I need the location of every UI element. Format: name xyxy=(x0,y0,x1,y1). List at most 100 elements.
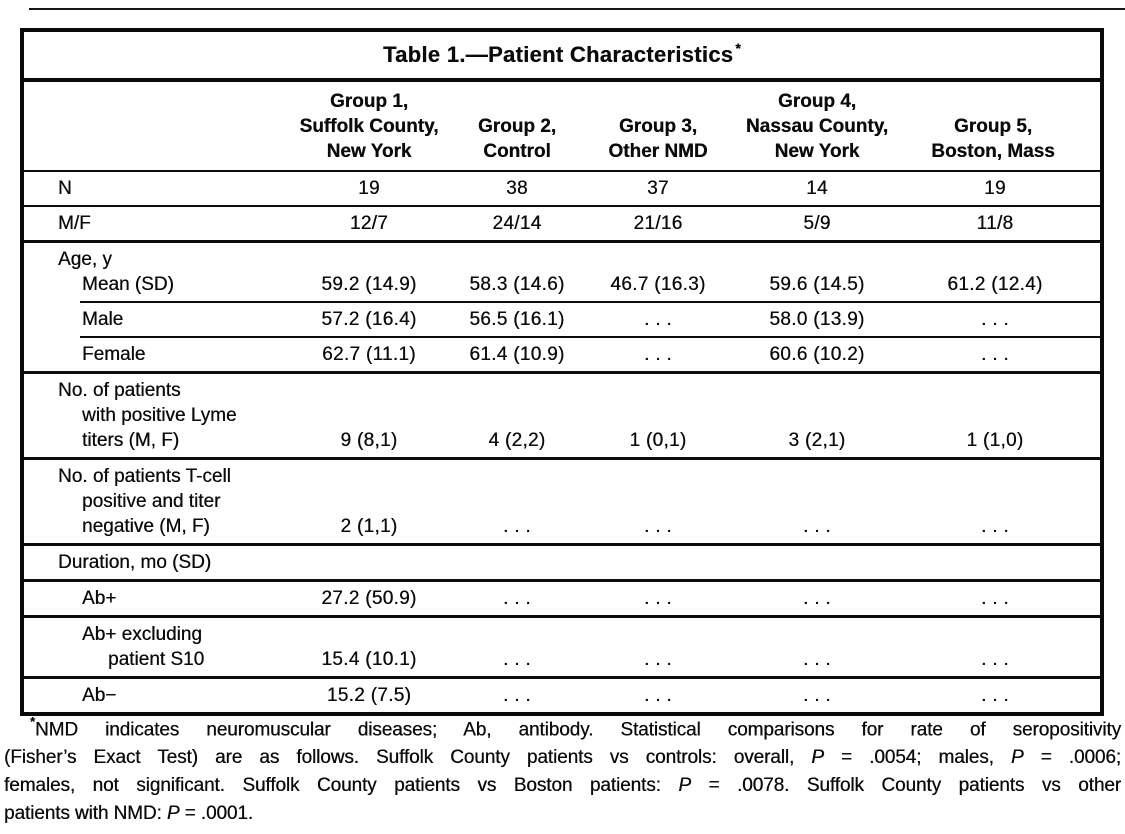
table-row-age-mean: Age, y Mean (SD) 59.2 (14.9) 58.3 (14.6)… xyxy=(24,243,1100,301)
cell-value: 61.4 (10.9) xyxy=(469,344,565,365)
cell-value: 1 (0,1) xyxy=(629,430,687,451)
page-top-rule xyxy=(29,8,1125,10)
table-row-age-female: Female 62.7 (11.1) 61.4 (10.9) . . . 60.… xyxy=(24,338,1100,371)
cell-value: . . . xyxy=(803,516,831,537)
footnote-asterisk: * xyxy=(30,714,35,729)
cell-value: 1 (1,0) xyxy=(966,430,1024,451)
cell-value: . . . xyxy=(981,685,1009,706)
cell-value: 59.6 (14.5) xyxy=(769,274,865,295)
footnote-text: NMD indicates neuromuscular diseases; Ab… xyxy=(34,719,1121,741)
cell-value: . . . xyxy=(981,309,1009,330)
cell-value: . . . xyxy=(644,309,672,330)
row-label: No. of patients with positive Lyme titer… xyxy=(58,380,237,451)
table-title-text: Table 1.—Patient Characteristics xyxy=(382,42,734,67)
section-rule xyxy=(24,543,1100,546)
cell-value: 37 xyxy=(647,178,669,199)
cell-value: . . . xyxy=(644,516,672,537)
section-rule xyxy=(24,240,1100,243)
row-label: Male xyxy=(82,309,124,330)
cell-value: 2 (1,1) xyxy=(340,516,398,537)
cell-value: . . . xyxy=(803,685,831,706)
table-row-mf: M/F 12/7 24/14 21/16 5/9 11/8 xyxy=(24,207,1100,240)
column-header-group2: Group 2, Control xyxy=(477,116,557,162)
table-row-lyme-titers: No. of patients with positive Lyme titer… xyxy=(24,374,1100,457)
cell-value: 14 xyxy=(806,178,828,199)
cell-value: 21/16 xyxy=(633,213,683,234)
row-label: Ab+ xyxy=(82,588,117,609)
table-row-n: N 19 38 37 14 19 xyxy=(24,172,1100,205)
footnote-line: patients with NMD: P = .0001. xyxy=(4,803,253,825)
table-row-tcell: No. of patients T-cell positive and tite… xyxy=(24,460,1100,543)
cell-value: 60.6 (10.2) xyxy=(769,344,865,365)
cell-value: 15.4 (10.1) xyxy=(321,649,417,670)
table-row-ab-neg: Ab− 15.2 (7.5) . . . . . . . . . . . . xyxy=(24,679,1100,712)
table-footnote: *NMD indicates neuromuscular diseases; A… xyxy=(4,710,1121,828)
section-rule xyxy=(24,457,1100,460)
cell-value: . . . xyxy=(503,588,531,609)
cell-value: . . . xyxy=(803,649,831,670)
table-title-asterisk: * xyxy=(735,40,742,56)
cell-value: . . . xyxy=(503,649,531,670)
cell-value: 27.2 (50.9) xyxy=(321,588,417,609)
cell-value: 58.0 (13.9) xyxy=(769,309,865,330)
cell-value: . . . xyxy=(644,649,672,670)
cell-value: 56.5 (16.1) xyxy=(469,309,565,330)
cell-value: 46.7 (16.3) xyxy=(610,274,706,295)
cell-value: 62.7 (11.1) xyxy=(322,344,416,365)
section-rule xyxy=(24,676,1100,679)
table-row-ab-pos-excluding: Ab+ excluding patient S10 15.4 (10.1) . … xyxy=(24,618,1100,676)
cell-value: . . . xyxy=(803,588,831,609)
column-header-group3: Group 3, Other NMD xyxy=(608,116,708,162)
cell-value: . . . xyxy=(503,685,531,706)
section-rule xyxy=(24,371,1100,374)
row-label: N xyxy=(58,178,72,199)
table-row-age-male: Male 57.2 (16.4) 56.5 (16.1) . . . 58.0 … xyxy=(24,303,1100,336)
partial-rule xyxy=(80,301,1100,303)
section-rule xyxy=(24,615,1100,618)
row-label: M/F xyxy=(58,213,91,234)
column-header-group4: Group 4, Nassau County, New York xyxy=(745,91,889,162)
cell-value: 19 xyxy=(984,178,1006,199)
column-header-row: Group 1, Suffolk County, New York Group … xyxy=(24,82,1100,170)
cell-value: . . . xyxy=(981,344,1009,365)
cell-value: 19 xyxy=(358,178,380,199)
partial-rule xyxy=(80,336,1100,338)
cell-value: 3 (2,1) xyxy=(788,430,846,451)
cell-value: . . . xyxy=(981,516,1009,537)
cell-value: . . . xyxy=(644,685,672,706)
table-row-duration: Duration, mo (SD) xyxy=(24,546,1100,579)
row-label: Female xyxy=(82,344,146,365)
cell-value: 58.3 (14.6) xyxy=(469,274,565,295)
column-header-group5: Group 5, Boston, Mass xyxy=(931,116,1055,162)
row-label: Duration, mo (SD) xyxy=(58,552,212,573)
row-label: Ab+ excluding patient S10 xyxy=(82,624,205,670)
rule xyxy=(24,205,1100,207)
footnote-line: *NMD indicates neuromuscular diseases; A… xyxy=(4,710,1121,744)
rule-below-header xyxy=(24,170,1100,172)
cell-value: 5/9 xyxy=(803,213,831,234)
cell-value: 24/14 xyxy=(492,213,542,234)
table-row-ab-pos: Ab+ 27.2 (50.9) . . . . . . . . . . . . xyxy=(24,582,1100,615)
cell-value: . . . xyxy=(644,588,672,609)
row-label: Age, y Mean (SD) xyxy=(58,249,174,295)
section-rule xyxy=(24,579,1100,582)
cell-value: 12/7 xyxy=(349,213,389,234)
cell-value: 38 xyxy=(506,178,528,199)
cell-value: 4 (2,2) xyxy=(488,430,546,451)
footnote-line: females, not significant. Suffolk County… xyxy=(4,775,1121,797)
table-title: Table 1.—Patient Characteristics * xyxy=(24,32,1100,82)
cell-value: 57.2 (16.4) xyxy=(321,309,417,330)
footnote-line: (Fisher’s Exact Test) are as follows. Su… xyxy=(4,747,1121,769)
cell-value: 15.2 (7.5) xyxy=(326,685,412,706)
cell-value: 9 (8,1) xyxy=(340,430,398,451)
cell-value: 11/8 xyxy=(976,213,1014,234)
cell-value: . . . xyxy=(503,516,531,537)
cell-value: 61.2 (12.4) xyxy=(947,274,1043,295)
cell-value: 59.2 (14.9) xyxy=(321,274,417,295)
row-label: Ab− xyxy=(82,685,117,706)
column-header-group1: Group 1, Suffolk County, New York xyxy=(299,91,439,162)
cell-value: . . . xyxy=(644,344,672,365)
cell-value: . . . xyxy=(981,649,1009,670)
cell-value: . . . xyxy=(981,588,1009,609)
